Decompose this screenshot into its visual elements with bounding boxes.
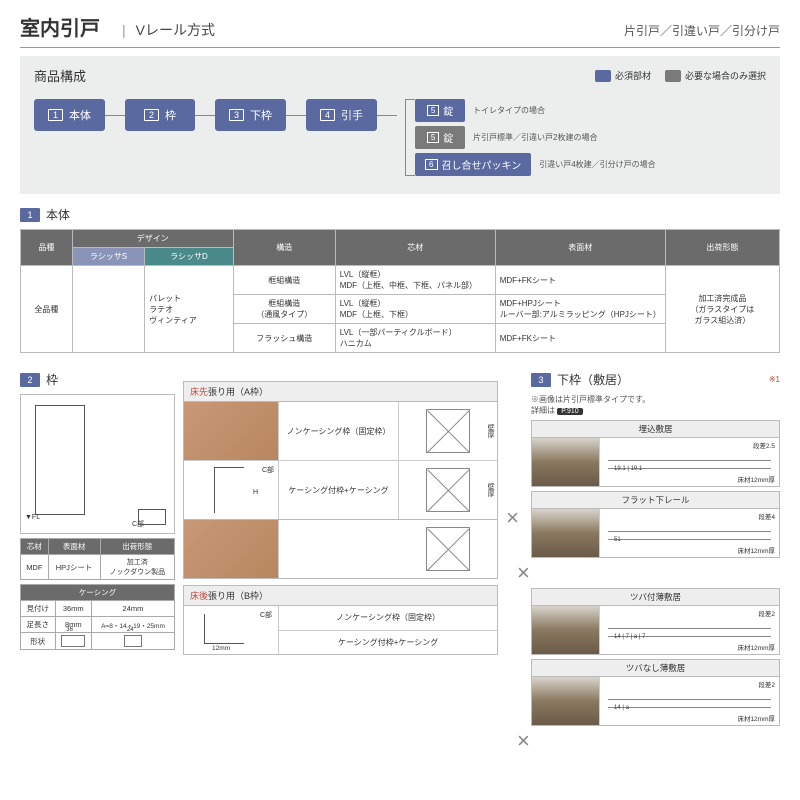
- legend-swatch-optional: [665, 70, 681, 82]
- legend-swatch-required: [595, 70, 611, 82]
- sill-note: ※画像は片引戸標準タイプです。 詳細は P.910: [531, 394, 780, 416]
- legend: 必須部材 必要な場合のみ選択: [595, 69, 766, 82]
- sill-photo: [532, 606, 600, 654]
- sill-diagram: 段差4 51 床材12mm厚: [600, 509, 779, 557]
- sill-item: ツバなし薄敷居 段差2 14 | a 床材12mm厚: [531, 659, 780, 726]
- material-table: 芯材表面材出荷形態 MDFHPJシート加工済 ノックダウン製品: [20, 538, 175, 580]
- frame-group-a2: [183, 520, 498, 579]
- composition-panel: 商品構成 必須部材 必要な場合のみ選択 1本体 2枠 3下枠 4引手 5錠トイレ…: [20, 56, 780, 194]
- section-1-head: 1 本体: [20, 206, 780, 223]
- frame-photo: [184, 520, 279, 578]
- section-2-head: 2 枠: [20, 371, 175, 388]
- casing-table: ケーシング 見付け36mm24mm 足長さ8mmA=8・14・19・25mm 形…: [20, 584, 175, 650]
- cross-icon: ×: [502, 381, 523, 655]
- sill-item: 埋込敷居 段差2.5 19.1 | 19.1 床材12mm厚: [531, 420, 780, 487]
- sill-item: フラット下レール 段差4 51 床材12mm厚: [531, 491, 780, 558]
- flow-box-2: 2枠: [125, 99, 195, 131]
- flow-branch-2: 5錠: [415, 126, 465, 149]
- sill-diagram: 段差2.5 19.1 | 19.1 床材12mm厚: [600, 438, 779, 486]
- flow-box-3: 3下枠: [215, 99, 286, 131]
- cross-icon: ×: [513, 560, 780, 586]
- composition-title: 商品構成: [34, 66, 86, 85]
- sill-item: ツバ付薄敷居 段差2 14 | 7 | a | 7 床材12mm厚: [531, 588, 780, 655]
- sill-photo: [532, 509, 600, 557]
- flow-box-4: 4引手: [306, 99, 377, 131]
- flow-diagram: 1本体 2枠 3下枠 4引手 5錠トイレタイプの場合 5錠片引戸標準／引違い戸2…: [34, 99, 766, 176]
- flow-branch-1: 5錠: [415, 99, 465, 122]
- sill-diagram: 段差2 14 | 7 | a | 7 床材12mm厚: [600, 606, 779, 654]
- page-header: 室内引戸 | Vレール方式 片引戸／引違い戸／引分け戸: [20, 12, 780, 48]
- flow-box-1: 1本体: [34, 99, 105, 131]
- frame-diagram: ▼FL C部: [20, 394, 175, 534]
- sill-photo: [532, 438, 600, 486]
- section-3-head: 3 下枠（敷居） ※1: [531, 371, 780, 388]
- spec-table-body: 品種 デザイン 構造 芯材 表面材 出荷形態 ラシッサSラシッサD 全品種 パレ…: [20, 229, 780, 353]
- frame-side-diagram: C部 H: [184, 461, 279, 519]
- title-divider: |: [122, 22, 126, 38]
- page-title: 室内引戸: [20, 12, 100, 41]
- frame-photo: [184, 402, 279, 460]
- sill-diagram: 段差2 14 | a 床材12mm厚: [600, 677, 779, 725]
- header-right: 片引戸／引違い戸／引分け戸: [624, 22, 780, 39]
- cross-icon: ×: [513, 728, 534, 754]
- frame-group-a: 床先張り用（A枠） ノンケーシング枠（固定枠） 壁厚 C部 H: [183, 381, 498, 520]
- frame-group-b: 床後張り用（B枠） C部 12mm ノンケーシング枠（固定枠） ケーシング付枠+…: [183, 585, 498, 655]
- flow-branch-3: 6召し合せパッキン: [415, 153, 531, 176]
- page-subtitle: Vレール方式: [136, 20, 215, 40]
- sill-photo: [532, 677, 600, 725]
